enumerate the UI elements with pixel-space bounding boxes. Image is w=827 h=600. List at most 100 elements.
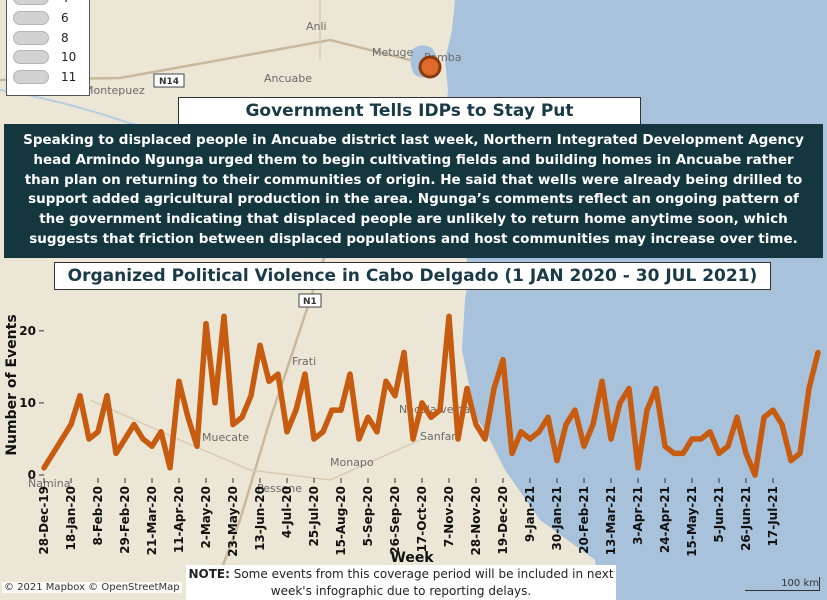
data-point (671, 450, 677, 456)
x-tick-label: 20-Feb-21 (577, 486, 591, 554)
x-tick-label: 5-Sep-20 (361, 486, 375, 546)
data-point (653, 385, 659, 392)
data-point (554, 458, 560, 464)
x-tick-label: 21-Mar-20 (145, 486, 159, 555)
data-point (185, 414, 191, 420)
x-tick-label: 17-Oct-20 (415, 486, 429, 552)
legend-label: 8 (61, 31, 69, 45)
x-tick-label: 13-Jun-20 (253, 486, 267, 551)
data-point (581, 443, 587, 449)
data-point (293, 407, 299, 413)
legend-label: 6 (61, 11, 69, 25)
data-point (383, 378, 389, 384)
data-point (617, 400, 623, 406)
data-point (707, 429, 713, 435)
data-point (779, 421, 785, 428)
map-label-ancuabe: Ancuabe (264, 72, 312, 85)
data-point (446, 313, 452, 319)
data-point (563, 421, 569, 428)
x-tick-label: 26-Jun-21 (739, 486, 753, 551)
x-tick-label: 28-Dec-19 (37, 486, 51, 555)
legend-swatch (13, 70, 49, 84)
data-point (131, 421, 137, 428)
y-tick-label: 10 (19, 396, 36, 410)
data-point (59, 436, 65, 442)
data-point (95, 429, 101, 435)
map-label-metuge: Metuge (372, 46, 414, 59)
data-point (50, 450, 56, 456)
data-point (86, 436, 92, 442)
data-point (509, 450, 515, 456)
road-shield-n14-box (153, 73, 185, 88)
data-point (68, 421, 74, 428)
data-point (464, 385, 470, 392)
data-point (527, 436, 533, 442)
data-point (401, 349, 407, 356)
data-point (743, 450, 749, 456)
data-point (77, 393, 83, 399)
data-point (698, 436, 704, 442)
x-tick-label: 19-Dec-20 (496, 486, 510, 555)
x-tick-label: 23-May-20 (226, 486, 240, 557)
data-point (788, 458, 794, 464)
data-point (815, 349, 821, 356)
x-tick-label: 18-Jan-20 (64, 486, 78, 550)
data-point (284, 429, 290, 435)
x-axis-title: Week (390, 550, 434, 566)
data-point (482, 436, 488, 442)
data-point (752, 472, 758, 478)
data-point (356, 436, 362, 442)
x-tick-label: 5-Jun-21 (712, 486, 726, 543)
map-label-frati: Frati (292, 355, 316, 368)
data-point (122, 436, 128, 442)
footnote: NOTE: Some events from this coverage per… (186, 565, 616, 600)
x-tick-label: 17-Jul-21 (766, 486, 780, 546)
legend-item: 11 (7, 68, 91, 86)
map-label-namina: Namina (28, 477, 70, 490)
data-point (644, 407, 650, 413)
data-point (104, 393, 110, 399)
legend-label: 11 (61, 70, 77, 84)
map-label-sanfar: Sanfar (420, 430, 456, 443)
legend: 4 6 8 10 11 (6, 0, 90, 96)
data-point (572, 407, 578, 413)
data-point (329, 407, 335, 413)
map-attribution[interactable]: © 2021 Mapbox © OpenStreetMap (2, 582, 182, 593)
x-tick-label: 13-Mar-21 (604, 486, 618, 555)
data-point (473, 421, 479, 428)
data-point (455, 436, 461, 442)
scale-bar: 100 km (745, 577, 820, 591)
data-point (626, 385, 632, 392)
chart-title: Organized Political Violence in Cabo Del… (54, 262, 771, 290)
map-label-muecate: Muecate (202, 431, 249, 444)
legend-item: 10 (7, 48, 91, 66)
legend-item: 8 (7, 29, 91, 47)
data-point (761, 414, 767, 420)
data-point (338, 407, 344, 413)
map-label-pessene: Pessene (257, 482, 302, 495)
x-tick-label: 26-Sep-20 (388, 486, 402, 555)
footnote-prefix: NOTE: (188, 567, 230, 581)
road-shield-n14: N14 (159, 77, 179, 87)
location-marker[interactable] (418, 55, 442, 79)
data-point (662, 443, 668, 449)
data-point (176, 378, 182, 384)
data-point (41, 465, 47, 471)
data-point (158, 429, 164, 435)
x-tick-label: 4-Jul-20 (280, 486, 294, 538)
x-tick-label: 9-Jan-21 (523, 486, 537, 542)
data-point (410, 436, 416, 442)
map-label-monapo: Monapo (330, 456, 374, 469)
road-shield-n1: N1 (303, 297, 317, 307)
x-tick-label: 28-Nov-20 (469, 486, 483, 555)
data-point (590, 421, 596, 428)
data-point (491, 385, 497, 392)
road-shield-n1-box (298, 293, 322, 308)
legend-swatch (13, 31, 49, 45)
x-tick-label: 24-Apr-21 (658, 486, 672, 553)
x-tick-label: 7-Nov-20 (442, 486, 456, 547)
data-point (113, 450, 119, 456)
data-point (599, 378, 605, 384)
